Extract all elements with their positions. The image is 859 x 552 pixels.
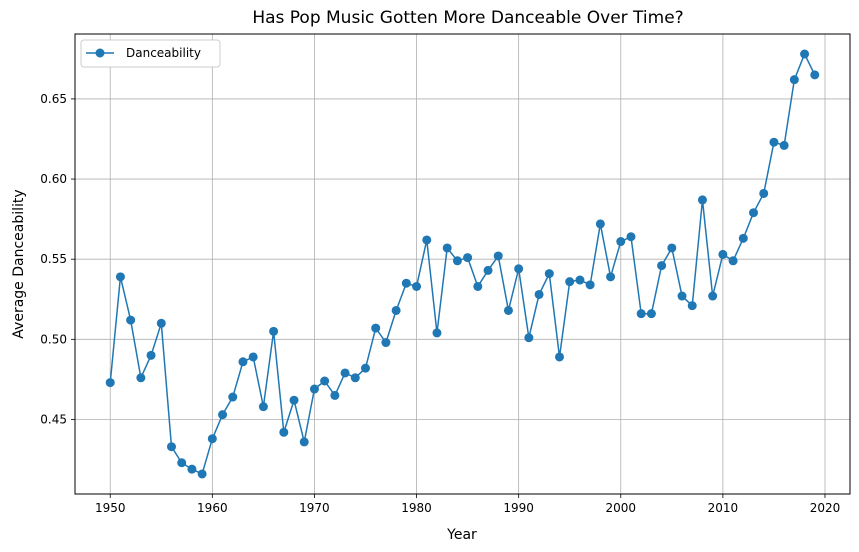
- chart-title: Has Pop Music Gotten More Danceable Over…: [252, 8, 683, 28]
- y-tick-label: 0.55: [40, 252, 67, 266]
- x-tick-label: 1970: [299, 501, 330, 515]
- data-point-1999: [606, 272, 616, 282]
- data-point-1996: [575, 275, 585, 285]
- data-point-1959: [197, 469, 207, 479]
- data-point-1951: [115, 272, 125, 282]
- y-tick-label: 0.65: [40, 92, 67, 106]
- data-point-1977: [381, 338, 391, 348]
- data-point-1993: [544, 269, 554, 279]
- data-point-1975: [360, 363, 370, 373]
- data-point-2009: [708, 291, 718, 301]
- data-point-1983: [442, 243, 452, 253]
- data-point-1995: [565, 277, 575, 287]
- y-axis-label: Average Danceability: [11, 189, 27, 338]
- y-tick-label: 0.45: [40, 412, 67, 426]
- y-axis: 0.45 0.50 0.55 0.60 0.65: [40, 92, 75, 426]
- data-point-1955: [156, 318, 166, 328]
- data-point-1994: [555, 352, 565, 362]
- data-point-2018: [800, 49, 810, 59]
- legend-box: [80, 39, 221, 68]
- data-point-1971: [320, 376, 330, 386]
- legend-marker-swatch: [95, 48, 105, 58]
- x-tick-label: 1960: [197, 501, 228, 515]
- data-point-1954: [146, 350, 156, 360]
- data-point-1965: [258, 402, 268, 412]
- data-point-2005: [667, 243, 677, 253]
- x-axis: 1950 1960 1970 1980 1990 2000 2010 2020: [95, 494, 840, 515]
- data-point-1953: [136, 373, 146, 383]
- plot-area-frame: [74, 33, 851, 495]
- x-tick-label: 2010: [708, 501, 739, 515]
- data-point-1976: [371, 323, 381, 333]
- data-point-1963: [238, 357, 248, 367]
- data-point-1981: [422, 235, 432, 245]
- data-point-1950: [105, 378, 115, 388]
- data-point-1972: [330, 390, 340, 400]
- data-point-1978: [391, 305, 401, 315]
- data-point-2012: [738, 233, 748, 243]
- data-point-2011: [728, 256, 738, 266]
- data-point-1982: [432, 328, 442, 338]
- data-point-2016: [779, 140, 789, 150]
- data-point-1966: [269, 326, 279, 336]
- data-point-1987: [483, 265, 493, 275]
- data-point-1989: [503, 305, 513, 315]
- data-point-2017: [789, 75, 799, 85]
- x-tick-label: 2000: [605, 501, 636, 515]
- data-point-1991: [524, 333, 534, 343]
- data-point-2014: [759, 188, 769, 198]
- legend-label-danceability: Danceability: [126, 46, 201, 60]
- data-point-1990: [514, 264, 524, 274]
- data-point-2003: [646, 309, 656, 319]
- data-point-1962: [228, 392, 238, 402]
- data-point-1968: [289, 395, 299, 405]
- data-point-1980: [412, 281, 422, 291]
- data-point-2010: [718, 249, 728, 259]
- data-point-1997: [585, 280, 595, 290]
- data-point-1961: [218, 410, 228, 420]
- data-point-1986: [473, 281, 483, 291]
- data-point-1979: [401, 278, 411, 288]
- x-tick-label: 2020: [810, 501, 841, 515]
- data-point-1988: [493, 251, 503, 261]
- y-tick-label: 0.50: [40, 332, 67, 346]
- data-point-1970: [309, 384, 319, 394]
- data-point-1992: [534, 289, 544, 299]
- data-point-2004: [657, 261, 667, 271]
- data-point-2013: [749, 208, 759, 218]
- data-point-1964: [248, 352, 258, 362]
- data-point-1974: [350, 373, 360, 383]
- data-point-1973: [340, 368, 350, 378]
- data-point-1984: [452, 256, 462, 266]
- y-tick-label: 0.60: [40, 172, 67, 186]
- x-tick-label: 1980: [401, 501, 432, 515]
- grid: [75, 34, 850, 494]
- x-tick-label: 1990: [503, 501, 534, 515]
- data-point-2001: [626, 232, 636, 242]
- data-point-2006: [677, 291, 687, 301]
- data-point-2007: [687, 301, 697, 311]
- series: [105, 49, 820, 479]
- data-point-2002: [636, 309, 646, 319]
- legend: Danceability: [80, 39, 221, 68]
- data-point-1969: [299, 437, 309, 447]
- data-point-1957: [177, 458, 187, 468]
- data-point-2008: [697, 195, 707, 205]
- series-line-danceability: [109, 53, 816, 475]
- data-point-1998: [595, 219, 605, 229]
- data-point-1952: [126, 315, 136, 325]
- data-point-2015: [769, 137, 779, 147]
- data-point-2000: [616, 237, 626, 247]
- data-point-1960: [207, 434, 217, 444]
- x-axis-label: Year: [446, 527, 477, 543]
- data-point-1985: [463, 253, 473, 263]
- data-point-1967: [279, 427, 289, 437]
- x-tick-label: 1950: [95, 501, 126, 515]
- data-point-1956: [166, 442, 176, 452]
- data-point-2019: [810, 70, 820, 80]
- data-point-1958: [187, 464, 197, 474]
